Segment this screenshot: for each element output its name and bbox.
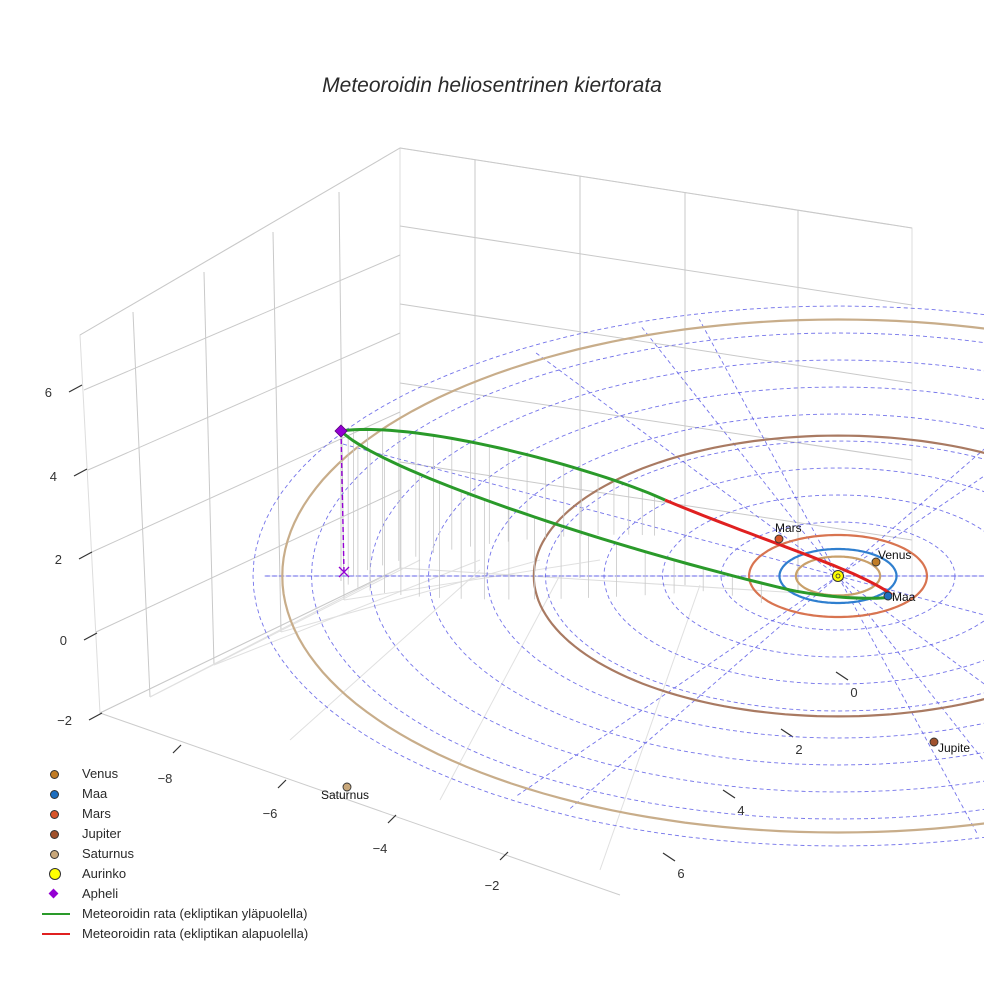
legend-marker bbox=[40, 904, 72, 924]
legend-item[interactable]: Meteoroidin rata (ekliptikan yläpuolella… bbox=[40, 904, 308, 924]
legend-label: Jupiter bbox=[82, 826, 121, 841]
legend-item[interactable]: Saturnus bbox=[40, 844, 308, 864]
wall-gridline-right-2 bbox=[400, 304, 912, 383]
planet-label-saturnus: Saturnus bbox=[321, 788, 369, 802]
y-tick-mark-2 bbox=[723, 790, 735, 798]
floor-gridline-b-0 bbox=[150, 568, 400, 697]
legend-item[interactable]: Venus bbox=[40, 764, 308, 784]
legend-marker bbox=[40, 804, 72, 824]
z-tick-label: 4 bbox=[50, 469, 57, 484]
z-tick-label: −2 bbox=[57, 713, 72, 728]
legend-label: Meteoroidin rata (ekliptikan alapuolella… bbox=[82, 926, 308, 941]
x-tick-label: −2 bbox=[485, 878, 500, 893]
planet-marker-jupiter bbox=[930, 738, 938, 746]
z-tick-mark-3 bbox=[74, 469, 87, 476]
y-tick-label: 4 bbox=[737, 803, 744, 818]
sun-marker bbox=[833, 571, 844, 582]
legend-label: Aurinko bbox=[82, 866, 126, 881]
y-tick-label: 0 bbox=[850, 685, 857, 700]
z-tick-label: 6 bbox=[45, 385, 52, 400]
legend-marker bbox=[40, 844, 72, 864]
legend-label: Maa bbox=[82, 786, 107, 801]
meteoroid-orbit-below bbox=[665, 500, 892, 595]
legend-marker bbox=[40, 784, 72, 804]
wall-gridline-left-4 bbox=[84, 255, 400, 390]
wall-vline-left-0 bbox=[133, 312, 150, 697]
legend-marker bbox=[40, 764, 72, 784]
legend-label: Apheli bbox=[82, 886, 118, 901]
meteoroid-orbit-above-upper bbox=[341, 429, 665, 500]
planet-marker-maa bbox=[884, 592, 892, 600]
planet-marker-mars bbox=[775, 535, 783, 543]
y-tick-mark-3 bbox=[663, 853, 675, 861]
x-tick-label: −4 bbox=[373, 841, 388, 856]
wall-gridline-right-4 bbox=[400, 462, 912, 540]
legend-label: Mars bbox=[82, 806, 111, 821]
legend-marker bbox=[40, 824, 72, 844]
legend: Venus Maa Mars Jupiter Saturnus Aurinko Apheli… bbox=[40, 764, 308, 944]
y-tick-label: 2 bbox=[795, 742, 802, 757]
legend-label: Meteoroidin rata (ekliptikan yläpuolella… bbox=[82, 906, 307, 921]
wall-gridline-left-5 bbox=[80, 148, 400, 335]
legend-marker bbox=[40, 864, 72, 884]
planet-label-venus: Venus bbox=[878, 548, 911, 562]
legend-item[interactable]: Aurinko bbox=[40, 864, 308, 884]
wall-gridline-right-3 bbox=[400, 383, 912, 460]
wall-gridline-right-0 bbox=[400, 148, 912, 228]
legend-marker bbox=[40, 884, 72, 904]
chart-title: Meteoroidin heliosentrinen kiertorata bbox=[0, 74, 984, 98]
ecliptic-grid bbox=[253, 306, 984, 846]
legend-item[interactable]: Meteoroidin rata (ekliptikan alapuolella… bbox=[40, 924, 308, 944]
legend-marker bbox=[40, 924, 72, 944]
legend-label: Venus bbox=[82, 766, 118, 781]
wall-vline-left-2 bbox=[273, 232, 281, 632]
legend-item[interactable]: Apheli bbox=[40, 884, 308, 904]
legend-item[interactable]: Mars bbox=[40, 804, 308, 824]
z-tick-mark-1 bbox=[84, 633, 97, 640]
meteoroid-orbit bbox=[341, 429, 892, 603]
z-tick-mark-0 bbox=[89, 713, 102, 720]
wall-vline-left-1 bbox=[204, 272, 214, 665]
legend-label: Saturnus bbox=[82, 846, 134, 861]
legend-item[interactable]: Jupiter bbox=[40, 824, 308, 844]
x-tick-mark-0 bbox=[173, 745, 181, 753]
z-tick-mark-4 bbox=[69, 385, 82, 392]
y-tick-mark-0 bbox=[836, 672, 848, 680]
floor-gridline-b-3 bbox=[600, 585, 700, 870]
z-tick-label: 2 bbox=[55, 552, 62, 567]
z-tick-mark-2 bbox=[79, 552, 92, 559]
x-tick-mark-2 bbox=[388, 815, 396, 823]
planet-label-maa: Maa bbox=[892, 590, 916, 604]
planet-label-mars: Mars bbox=[775, 521, 802, 535]
planet-label-jupiter: Jupite bbox=[938, 741, 970, 755]
y-tick-label: 6 bbox=[677, 866, 684, 881]
z-tick-label: 0 bbox=[60, 633, 67, 648]
floor-gridline-3 bbox=[344, 560, 600, 600]
legend-item[interactable]: Maa bbox=[40, 784, 308, 804]
floor-gridline-b-1 bbox=[290, 570, 480, 740]
wall-gridline-right-1 bbox=[400, 226, 912, 305]
